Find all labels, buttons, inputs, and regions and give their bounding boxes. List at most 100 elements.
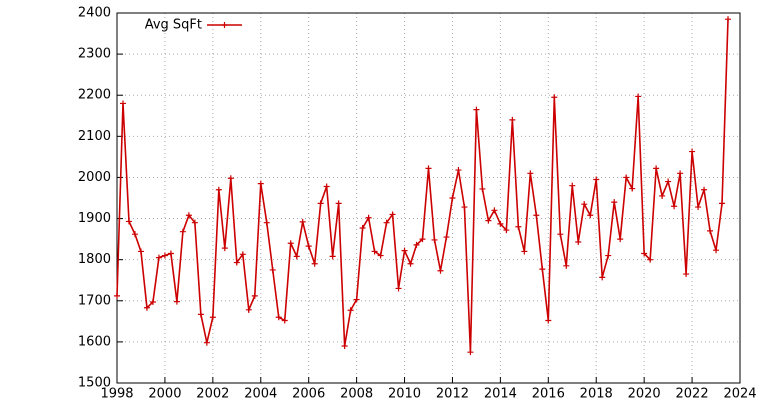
data-point: [701, 186, 708, 193]
data-point: [431, 236, 438, 243]
plot-frame: [116, 12, 741, 384]
data-point: [293, 253, 300, 260]
data-point: [227, 175, 234, 182]
data-point: [515, 223, 522, 230]
x-tick-label: 2006: [292, 387, 325, 400]
data-point: [245, 306, 252, 313]
data-point: [335, 200, 342, 207]
y-tick-label: 1700: [78, 293, 111, 308]
data-point: [569, 182, 576, 189]
legend-marker: [221, 22, 228, 28]
data-point: [605, 252, 612, 259]
data-point: [575, 238, 582, 245]
x-tick-label: 2024: [723, 387, 756, 400]
data-point: [557, 231, 564, 238]
data-point: [383, 219, 390, 226]
data-point: [287, 240, 294, 247]
y-tick-label: 2200: [78, 88, 111, 103]
data-point: [695, 204, 702, 211]
data-point: [269, 266, 276, 273]
data-point: [233, 259, 240, 266]
x-tick-label: 2010: [388, 387, 421, 400]
data-point: [353, 296, 360, 303]
data-point: [659, 192, 666, 199]
data-point: [623, 174, 630, 181]
data-point: [611, 199, 618, 206]
data-point: [473, 106, 480, 113]
data-point: [125, 218, 132, 225]
data-point: [149, 299, 156, 306]
data-point: [221, 245, 228, 252]
y-tick-label: 2300: [78, 47, 111, 62]
y-tick-label: 1600: [78, 334, 111, 349]
x-tick-label: 2022: [676, 387, 709, 400]
data-point: [347, 307, 354, 314]
x-tick-label: 2012: [436, 387, 469, 400]
x-tick-label: 2018: [580, 387, 613, 400]
y-tick-label: 1500: [78, 376, 111, 391]
y-tick-label: 2100: [78, 129, 111, 144]
data-point: [341, 343, 348, 349]
data-point: [545, 317, 552, 324]
data-point: [713, 247, 720, 254]
x-tick-label: 1998: [100, 387, 133, 400]
data-point: [629, 185, 636, 192]
data-point: [257, 180, 264, 187]
data-point: [365, 214, 372, 221]
data-point: [239, 251, 246, 258]
data-point: [563, 262, 570, 269]
data-point: [389, 211, 396, 218]
data-point: [665, 178, 672, 185]
data-point: [599, 274, 606, 281]
data-point: [551, 94, 558, 101]
data-point: [323, 183, 330, 190]
data-point: [305, 243, 312, 250]
x-tick-label: 2004: [244, 387, 277, 400]
data-point: [683, 271, 690, 278]
data-point: [671, 203, 678, 210]
legend-label: Avg SqFt: [145, 18, 202, 33]
data-point: [215, 186, 222, 193]
data-point: [455, 167, 462, 174]
data-point: [197, 311, 204, 318]
data-point: [281, 317, 288, 324]
data-point: [143, 304, 150, 311]
y-tick-label: 1800: [78, 252, 111, 267]
data-point: [407, 260, 414, 267]
data-point: [491, 207, 498, 214]
data-point: [497, 220, 504, 227]
data-point: [114, 292, 120, 299]
data-point: [377, 252, 384, 259]
data-point: [263, 219, 270, 226]
data-point: [437, 267, 444, 274]
data-point: [203, 339, 210, 346]
data-point: [587, 212, 594, 219]
data-point: [461, 204, 468, 211]
data-point: [641, 250, 648, 257]
data-point: [137, 248, 144, 255]
data-point: [479, 185, 486, 192]
data-point: [401, 247, 408, 254]
data-point: [467, 349, 474, 356]
data-point: [707, 227, 714, 234]
data-point: [581, 201, 588, 208]
data-point: [209, 314, 216, 321]
data-point: [119, 100, 126, 107]
data-point: [131, 231, 138, 238]
data-point: [173, 298, 180, 305]
data-point: [179, 228, 186, 235]
data-point: [299, 218, 306, 225]
data-point: [689, 148, 696, 155]
data-point: [167, 250, 174, 257]
data-point: [677, 170, 684, 177]
y-tick-label: 2400: [78, 6, 111, 21]
data-point: [251, 292, 258, 299]
data-point: [161, 252, 168, 259]
data-point: [725, 16, 732, 23]
data-point: [317, 200, 324, 207]
x-tick-label: 2000: [148, 387, 181, 400]
data-point: [503, 227, 510, 234]
data-point: [509, 116, 516, 123]
data-point: [311, 260, 318, 267]
